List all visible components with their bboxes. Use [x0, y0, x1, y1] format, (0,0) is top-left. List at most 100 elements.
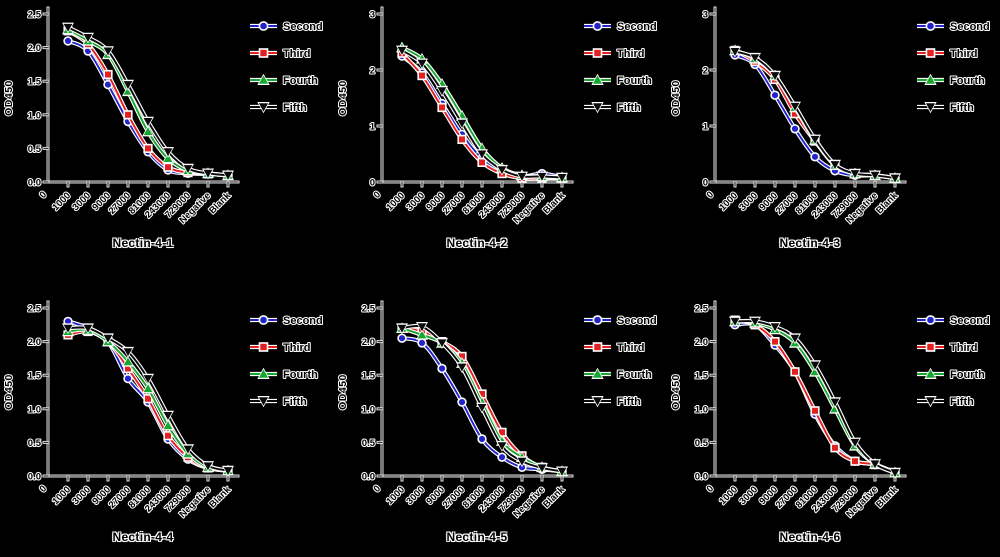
y-axis-label: OD450	[670, 80, 682, 116]
x-tick-label: Blank	[207, 190, 234, 217]
y-tick-label: 2.0	[28, 43, 41, 54]
chart-title: Nectin-4-5	[446, 530, 508, 544]
panel-nectin-4-3: 0 1 2 3 0 1000 3000 9000 27000 81000 243000 729000 N…	[667, 0, 1000, 278]
y-tick-label: 1.0	[28, 404, 41, 415]
chart-canvas: 0 1 2 3 0 1000 3000 9000 27000 81000 243000 729000 N…	[667, 0, 1000, 241]
legend-label: Second	[617, 315, 657, 327]
x-tick-label: Blank	[207, 484, 234, 511]
y-tick-label: 1.0	[695, 404, 708, 415]
y-tick-label: 2.0	[28, 337, 41, 348]
y-tick-label: 0.5	[28, 144, 42, 155]
legend-label: Second	[283, 21, 323, 33]
legend: Second Third Fourth Fifth	[250, 20, 324, 115]
axes	[709, 300, 907, 482]
y-tick-label: 1	[703, 122, 709, 133]
legend-label: Third	[950, 48, 978, 60]
series-second	[730, 50, 900, 183]
x-tick-label: 3000	[737, 190, 760, 213]
series-third	[63, 326, 233, 476]
x-tick-label: 0	[372, 483, 384, 495]
y-tick-label: 1.0	[28, 110, 41, 121]
x-tick-label: 3000	[70, 484, 93, 507]
y-tick-label: 1.5	[695, 371, 709, 382]
legend-label: Fourth	[283, 75, 318, 87]
legend-label: Fourth	[617, 369, 652, 381]
chart-svg: 0.00.51.01.52.02.50 100030009000270008100…	[2, 6, 324, 227]
legend-label: Fourth	[950, 75, 985, 87]
x-tick-label: 0	[38, 483, 50, 495]
legend: Second Third Fourth Fifth	[917, 314, 991, 409]
legend: Second Third Fourth Fifth	[584, 20, 658, 115]
chart-title: Nectin-4-6	[779, 530, 841, 544]
x-tick-label: 1000	[717, 190, 740, 213]
x-tick-label: 0	[372, 189, 384, 201]
y-tick-label: 2.5	[695, 304, 709, 315]
x-tick-label: 3000	[404, 484, 427, 507]
legend-label: Fifth	[617, 102, 641, 114]
y-tick-label: 0.5	[362, 438, 376, 449]
legend-label: Fifth	[950, 102, 974, 114]
legend-label: Fifth	[283, 396, 307, 408]
axes	[376, 6, 574, 188]
legend-label: Third	[617, 342, 645, 354]
y-tick-label: 0.0	[28, 472, 41, 483]
x-tick-label: 1000	[50, 484, 73, 507]
series-third	[730, 315, 900, 478]
y-axis-label: OD450	[670, 374, 682, 410]
x-tick-label: 0	[705, 189, 717, 201]
panel-nectin-4-4: 0.0 0.5 1.0 1.5 2.0 2.5 0 1000 3000 9000 27000 8100…	[0, 278, 334, 557]
series-fourth	[729, 315, 901, 478]
y-tick-label: 1	[370, 122, 376, 133]
x-tick-label: 3000	[404, 190, 427, 213]
panel-nectin-4-6: 0.0 0.5 1.0 1.5 2.0 2.5 0 1000 3000 9000 27000 8100…	[667, 278, 1000, 557]
axes	[42, 300, 240, 482]
y-tick-label: 2.0	[362, 337, 375, 348]
legend: Second Third Fourth Fifth	[250, 314, 324, 409]
legend-label: Third	[283, 48, 311, 60]
y-axis-label: OD450	[337, 80, 349, 116]
series-fifth	[729, 316, 901, 479]
series-second	[730, 320, 900, 478]
y-tick-label: 2	[703, 66, 708, 77]
x-tick-label: 3000	[70, 190, 93, 213]
legend-label: Second	[950, 315, 990, 327]
y-tick-label: 0	[703, 178, 708, 189]
panel-nectin-4-2: 0 1 2 3 0 1000 3000 9000 27000 81000 243000 729000 N…	[334, 0, 667, 278]
y-tick-label: 1.5	[28, 77, 42, 88]
legend-label: Fifth	[950, 396, 974, 408]
y-tick-label: 2	[370, 66, 375, 77]
legend-label: Fourth	[617, 75, 652, 87]
y-axis-label: OD450	[3, 80, 15, 116]
chart-canvas: 0.0 0.5 1.0 1.5 2.0 2.5 0 1000 3000 9000 27000 8100…	[667, 294, 1000, 535]
legend-label: Second	[617, 21, 657, 33]
series-second	[397, 333, 567, 476]
series-fifth	[729, 46, 901, 185]
y-tick-label: 0.0	[695, 472, 708, 483]
panel-nectin-4-1: 0.0 0.5 1.0 1.5 2.0 2.5 0 1000 3000 9000 27000 8100…	[0, 0, 334, 278]
legend-label: Second	[950, 21, 990, 33]
legend-label: Fifth	[283, 102, 307, 114]
y-tick-label: 1.0	[362, 404, 375, 415]
x-tick-label: 1000	[384, 484, 407, 507]
series-fifth	[396, 45, 568, 184]
y-tick-label: 2.0	[695, 337, 708, 348]
axes	[376, 300, 574, 482]
x-tick-label: Blank	[874, 484, 901, 511]
y-tick-label: 3	[703, 10, 708, 21]
y-tick-label: 3	[370, 10, 375, 21]
axes	[709, 6, 907, 188]
x-tick-label: 3000	[737, 484, 760, 507]
chart-svg: 0.00.51.01.52.02.50 100030009000270008100…	[2, 300, 324, 521]
legend: Second Third Fourth Fifth	[917, 20, 991, 115]
y-axis-label: OD450	[337, 374, 349, 410]
x-tick-label: Blank	[541, 190, 568, 217]
panel-nectin-4-5: 0.0 0.5 1.0 1.5 2.0 2.5 0 1000 3000 9000 27000 8100…	[334, 278, 667, 557]
legend: Second Third Fourth Fifth	[584, 314, 658, 409]
chart-canvas: 0 1 2 3 0 1000 3000 9000 27000 81000 243000 729000 N…	[334, 0, 667, 241]
legend-label: Third	[283, 342, 311, 354]
series-fifth	[396, 322, 568, 478]
series-fifth	[62, 22, 234, 182]
y-tick-label: 2.5	[28, 304, 42, 315]
